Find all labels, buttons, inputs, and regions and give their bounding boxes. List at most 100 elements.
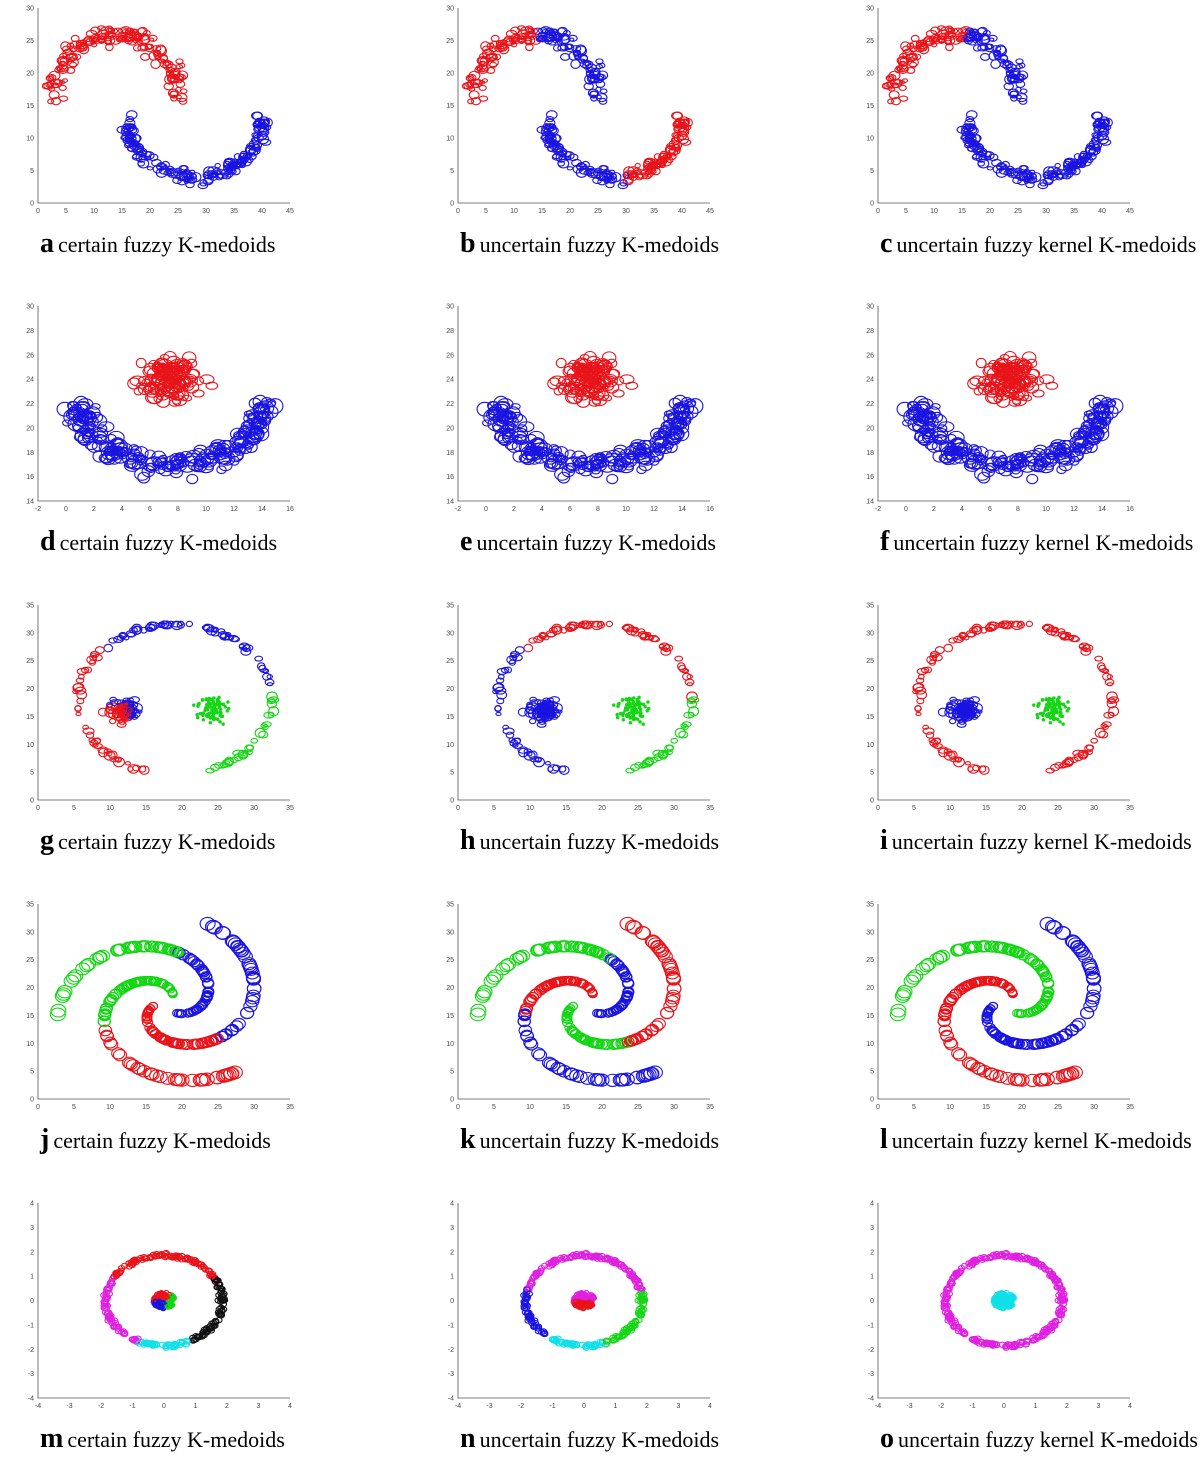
- data-point-red: [637, 172, 649, 180]
- data-point-green: [156, 978, 168, 989]
- data-point-blue: [968, 444, 980, 452]
- data-point-red: [125, 27, 135, 35]
- data-point-blue: [91, 414, 108, 429]
- data-point-blue: [988, 153, 999, 162]
- data-point-green: [680, 723, 688, 729]
- data-point-red: [58, 61, 68, 70]
- data-point-red: [619, 916, 636, 931]
- data-point-red: [956, 634, 965, 641]
- data-point-green: [628, 701, 633, 706]
- data-point-red: [984, 391, 1002, 404]
- data-point-red: [1057, 628, 1066, 634]
- data-point-red: [1007, 620, 1015, 627]
- data-point-blue: [547, 145, 554, 152]
- data-point-blue: [546, 133, 554, 139]
- data-point-red: [1104, 678, 1115, 687]
- y-tick-label: 25: [866, 957, 874, 964]
- x-tick-label: -2: [875, 506, 881, 513]
- data-point-blue: [924, 412, 936, 420]
- data-point-green: [1051, 708, 1056, 713]
- data-point-red: [1021, 351, 1037, 365]
- data-point-green: [1048, 720, 1053, 725]
- data-point-blue: [1065, 935, 1082, 949]
- data-point-blue: [514, 646, 525, 655]
- data-point-blue: [976, 38, 983, 45]
- data-point-red: [686, 674, 694, 680]
- y-tick-label: 14: [26, 499, 34, 506]
- data-point-blue: [981, 1012, 993, 1022]
- data-point-green: [1056, 717, 1060, 721]
- y-tick-label: 22: [26, 401, 34, 408]
- data-point-green: [1051, 705, 1056, 709]
- x-tick-label: 35: [1126, 805, 1134, 812]
- panel-l: 0 5 10 15 20 25 30 35 0 5 10 15 20 25 30 35 l uncertain f…: [860, 896, 1200, 1156]
- data-point-blue: [980, 53, 991, 61]
- data-point-green: [646, 700, 650, 704]
- data-point-blue: [1071, 449, 1084, 461]
- data-point-red: [950, 28, 959, 34]
- axes-frame: [37, 904, 290, 1100]
- data-point-blue: [562, 30, 571, 37]
- data-point-blue: [195, 1000, 208, 1011]
- axes-frame: [877, 605, 1130, 801]
- data-point-green: [244, 744, 254, 753]
- data-point-red: [47, 98, 55, 105]
- data-point-green: [221, 722, 225, 726]
- data-point-red: [69, 45, 78, 53]
- x-tick-label: 25: [174, 208, 182, 215]
- data-point-red: [468, 90, 480, 100]
- data-point-cyan: [162, 1343, 170, 1350]
- data-point-red: [1007, 1072, 1023, 1087]
- x-tick-label: 16: [1126, 506, 1134, 513]
- data-point-blue: [164, 455, 181, 471]
- data-point-green: [49, 1007, 66, 1022]
- x-tick-label: 5: [904, 208, 908, 215]
- data-point-red: [1062, 1066, 1079, 1081]
- y-tick-label: 35: [866, 902, 874, 909]
- caption-text: certain fuzzy K-medoids: [59, 530, 278, 555]
- panel-j: 0 5 10 15 20 25 30 35 0 5 10 15 20 25 30 35 j certain fuz…: [20, 896, 400, 1156]
- data-point-blue: [987, 1027, 1000, 1038]
- data-point-blue: [601, 175, 611, 183]
- data-point-red: [932, 742, 943, 750]
- x-tick-label: -3: [66, 1403, 72, 1410]
- caption-f: f uncertain fuzzy kernel K-medoids: [880, 526, 1193, 558]
- data-point-blue: [203, 166, 215, 177]
- data-point-green: [664, 744, 674, 753]
- data-point-red: [964, 761, 971, 766]
- data-point-blue: [1073, 943, 1089, 958]
- data-point-blue: [1056, 465, 1067, 475]
- data-point-blue: [1093, 132, 1102, 139]
- y-tick-label: 22: [446, 401, 454, 408]
- data-point-blue: [253, 132, 262, 139]
- data-point-red: [1101, 721, 1112, 728]
- data-point-green: [565, 940, 580, 953]
- data-point-blue: [529, 756, 540, 763]
- data-point-red: [1022, 362, 1033, 370]
- x-tick-label: 10: [90, 208, 98, 215]
- data-point-red: [645, 1024, 659, 1036]
- data-point-green: [637, 702, 641, 707]
- data-point-red: [192, 1073, 209, 1087]
- y-tick-label: 0: [30, 798, 34, 805]
- data-point-blue: [251, 111, 263, 120]
- data-point-red: [167, 88, 179, 98]
- data-point-green: [469, 1007, 486, 1022]
- data-point-blue: [917, 413, 930, 425]
- data-point-blue: [965, 27, 975, 35]
- data-point-blue: [504, 441, 518, 451]
- data-point-blue: [135, 147, 148, 157]
- panel-e: -2 0 2 4 6 8 10 12 14 16 14 16 18 20 22 24 26 28 30 e uncert…: [440, 298, 820, 558]
- data-point-black: [217, 1304, 225, 1311]
- data-point-blue: [957, 719, 964, 723]
- data-point-green: [638, 713, 642, 718]
- data-point-red: [596, 378, 607, 386]
- data-point-blue: [933, 434, 950, 445]
- data-point-green: [635, 711, 639, 715]
- data-point-blue: [652, 442, 664, 453]
- data-point-red: [625, 919, 642, 934]
- data-point-red: [529, 988, 542, 1000]
- data-point-blue: [1069, 1020, 1084, 1033]
- data-point-blue: [932, 433, 947, 444]
